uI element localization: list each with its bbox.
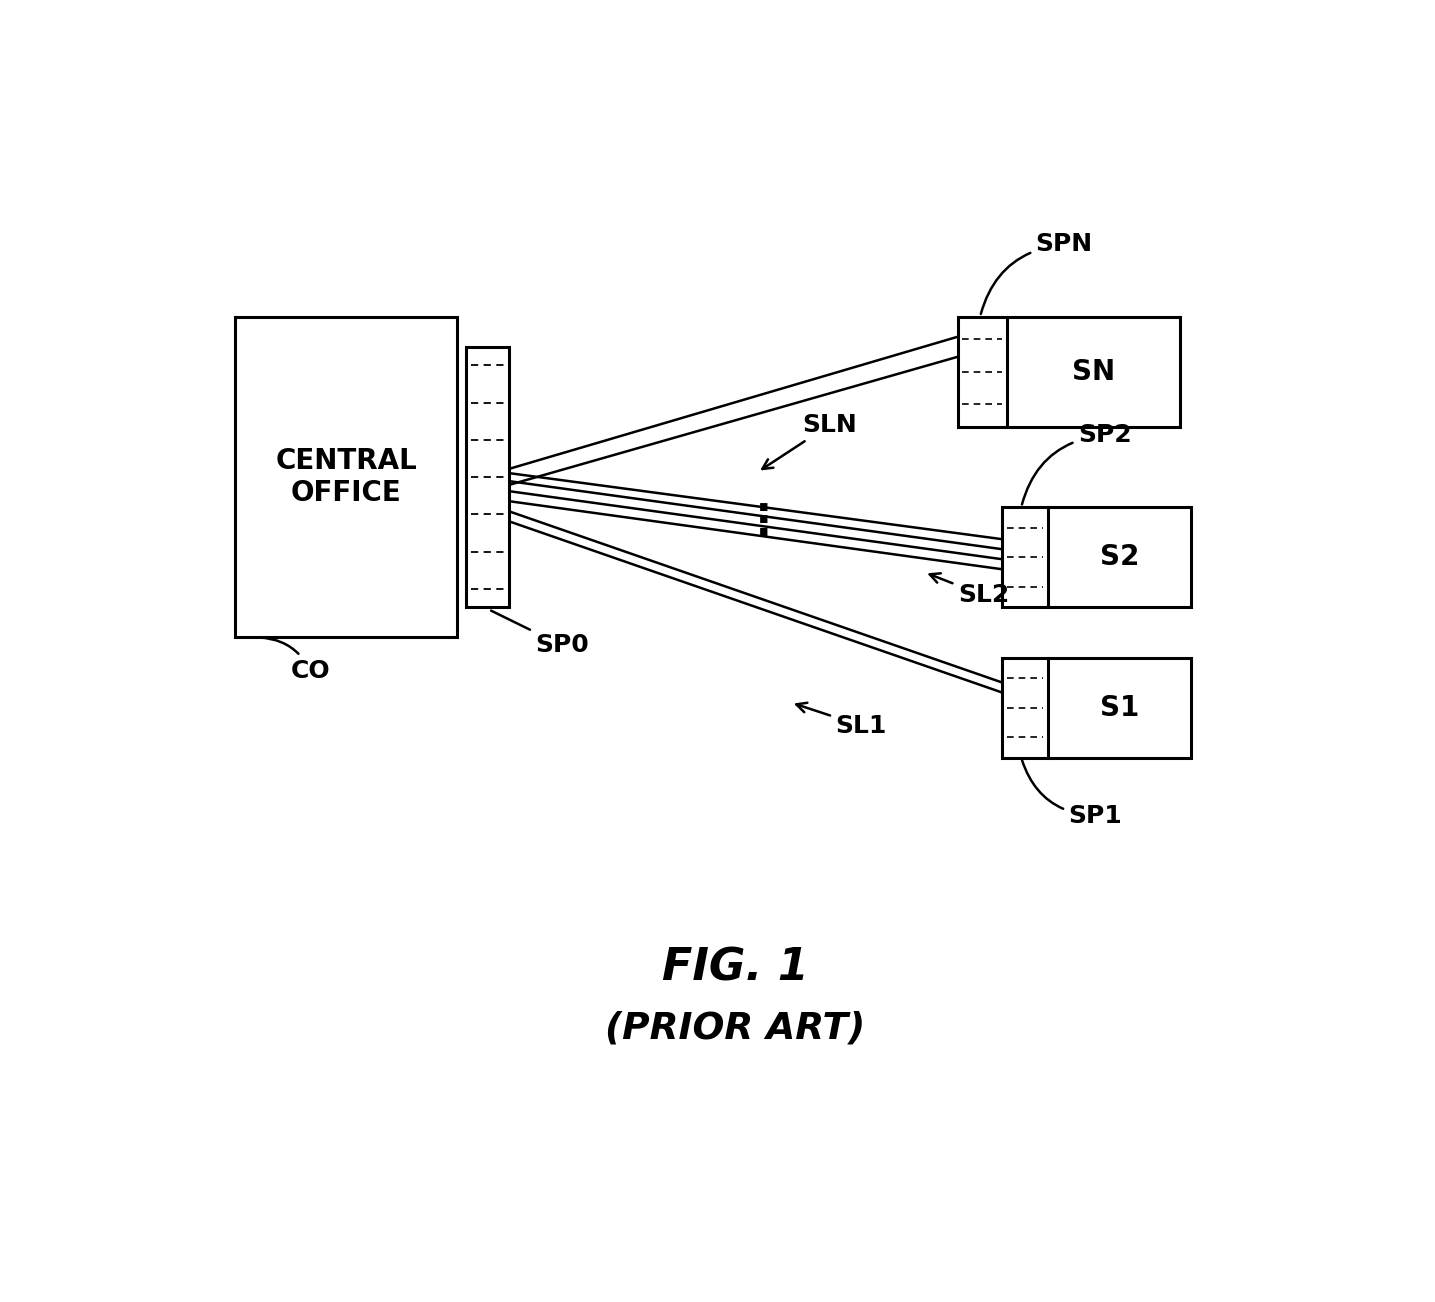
- Bar: [1002, 658, 1191, 758]
- Text: (PRIOR ART): (PRIOR ART): [606, 1010, 865, 1047]
- Text: SLN: SLN: [762, 413, 857, 469]
- Text: SP1: SP1: [1022, 760, 1122, 828]
- Bar: [1002, 508, 1191, 607]
- Text: CO: CO: [260, 638, 330, 682]
- Text: SP2: SP2: [1022, 423, 1132, 504]
- Text: SL2: SL2: [930, 573, 1009, 607]
- Bar: [959, 316, 1180, 427]
- Text: FIG. 1: FIG. 1: [662, 947, 809, 990]
- Bar: [235, 316, 458, 638]
- Text: SN: SN: [1072, 358, 1115, 385]
- Text: S1: S1: [1101, 694, 1139, 721]
- Text: SL1: SL1: [796, 703, 887, 738]
- Text: SPN: SPN: [980, 233, 1093, 314]
- Bar: [466, 346, 508, 607]
- Text: ⋮: ⋮: [742, 501, 784, 543]
- Text: S2: S2: [1099, 543, 1139, 572]
- Text: CENTRAL
OFFICE: CENTRAL OFFICE: [276, 447, 418, 508]
- Text: SP0: SP0: [491, 611, 588, 658]
